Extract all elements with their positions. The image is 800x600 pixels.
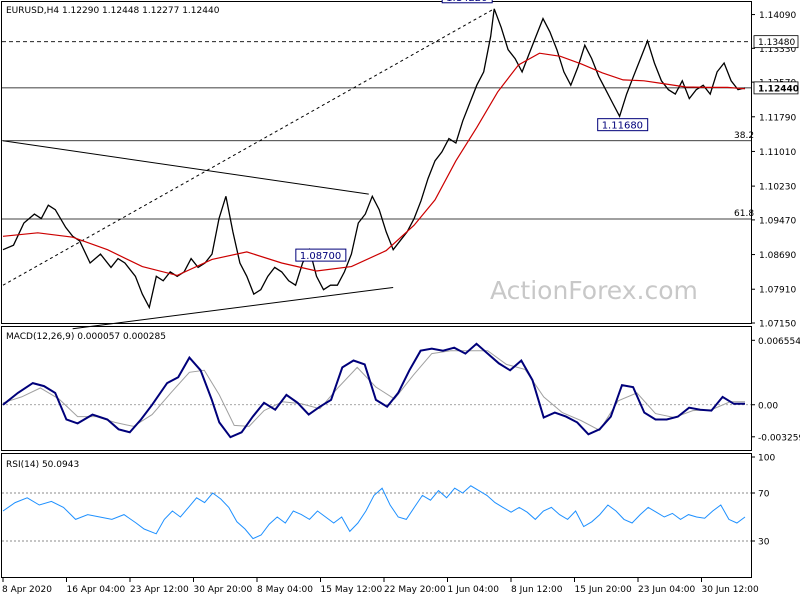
rsi-pane-frame [1, 453, 752, 578]
annotation-box [597, 118, 649, 132]
macd-main-line [2, 342, 745, 439]
rsi-pane-header: RSI(14) 50.0943 [6, 460, 79, 470]
trendline-1 [72, 286, 394, 330]
fibonacci-level-label: 38.2 [734, 131, 754, 141]
price-pane-frame [1, 1, 752, 324]
watermark: ActionForex.com [490, 276, 698, 305]
time-tick-label: 23 Jun 04:00 [638, 585, 695, 595]
price-pane-header: EURUSD,H4 1.12290 1.12448 1.12277 1.1244… [6, 6, 220, 16]
price-tick-label: 1.07910 [759, 286, 796, 296]
time-tick-label: 8 Jun 12:00 [511, 585, 563, 595]
macd-tick-label: -0.003259 [758, 433, 800, 443]
annotation-box [441, 0, 493, 4]
price-annotation: 1.08700 [295, 248, 347, 262]
time-tick-label: 16 Apr 04:00 [67, 585, 126, 595]
annotation-box [295, 248, 347, 262]
time-tick-label: 15 Jun 20:00 [575, 585, 632, 595]
macd-pane-frame [1, 326, 752, 451]
time-tick-label: 8 May 04:00 [257, 585, 313, 595]
macd-pane: MACD(12,26,9) 0.000057 0.000285 0.006554… [1, 326, 800, 451]
macd-signal-line [2, 350, 745, 431]
price-tick-label: 1.07150 [759, 320, 796, 330]
rsi-tick-label: 100 [758, 454, 775, 464]
price-annotation: 1.14220 [441, 0, 493, 4]
trendline-2 [2, 8, 495, 286]
annotation-label: 1.14220 [446, 0, 487, 4]
trendline-0 [2, 140, 369, 195]
moving-average-line [2, 52, 746, 277]
last-price-box [753, 81, 799, 95]
price-tick-label: 1.13330 [759, 45, 796, 55]
price-tick-label: 1.08690 [759, 251, 796, 261]
macd-tick-label: 0.00 [758, 401, 778, 411]
time-tick-label: 1 Jun 04:00 [448, 585, 500, 595]
macd-pane-header: MACD(12,26,9) 0.000057 0.000285 [6, 332, 166, 342]
macd-tick-label: 0.006554 [758, 337, 800, 347]
price-tick-label: 1.11010 [759, 148, 796, 158]
price-tick-label: 1.09470 [759, 216, 796, 226]
price-series-line [2, 8, 746, 310]
time-tick-label: 15 May 12:00 [321, 585, 383, 595]
time-axis: 8 Apr 2020 16 Apr 04:00 23 Apr 12:00 30 Apr… [2, 578, 759, 595]
rsi-tick-label: 30 [758, 538, 770, 548]
price-annotation: 1.11680 [597, 118, 649, 132]
rsi-line [2, 485, 746, 540]
rsi-tick-label: 70 [758, 490, 770, 500]
time-tick-label: 30 Apr 20:00 [194, 585, 253, 595]
price-pane: EURUSD,H4 1.12290 1.12448 1.12277 1.1244… [1, 0, 799, 330]
price-tick-label: 1.14090 [759, 11, 796, 21]
level-value-label: 1.13480 [758, 38, 795, 48]
time-tick-label: 30 Jun 12:00 [702, 585, 759, 595]
fibonacci-level-label: 61.8 [734, 209, 754, 219]
price-tick-label: 1.10230 [759, 183, 796, 193]
annotation-label: 1.11680 [602, 121, 643, 132]
level-value-box [753, 35, 799, 49]
annotation-label: 1.08700 [300, 251, 341, 262]
time-tick-label: 23 Apr 12:00 [130, 585, 189, 595]
time-tick-label: 22 May 20:00 [384, 585, 446, 595]
last-price-label: 1.12440 [758, 84, 799, 94]
price-tick-label: 1.11790 [759, 113, 796, 123]
rsi-pane: RSI(14) 50.0943 100 70 30 [1, 453, 775, 578]
time-tick-label: 8 Apr 2020 [2, 585, 52, 595]
